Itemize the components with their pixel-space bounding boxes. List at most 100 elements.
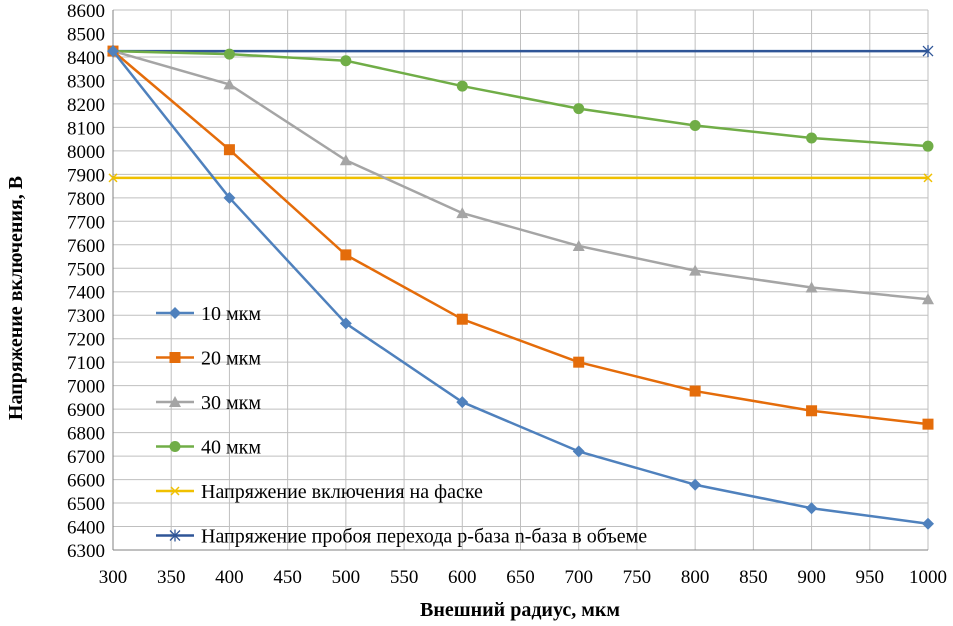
data-point	[107, 45, 119, 58]
data-point	[456, 207, 469, 219]
x-tick-label: 400	[215, 567, 244, 588]
data-point	[456, 313, 468, 325]
legend-swatch-marker	[169, 307, 181, 319]
x-tick-label: 600	[448, 567, 477, 588]
legend-item: Напряжение пробоя перехода p-база n-база…	[156, 526, 647, 548]
y-axis-title: Напряжение включения, В	[5, 176, 27, 420]
legend-label: 10 мкм	[201, 303, 261, 325]
data-point	[456, 80, 468, 92]
series-1	[107, 45, 934, 530]
y-tick-label: 6700	[67, 447, 105, 468]
data-point	[922, 140, 934, 152]
series-2	[107, 45, 934, 430]
series-line	[112, 50, 929, 525]
data-point	[572, 239, 585, 251]
series-4	[107, 45, 934, 152]
x-tick-label: 750	[623, 567, 652, 588]
x-tick-label: 700	[564, 567, 593, 588]
data-point	[689, 264, 702, 276]
data-point	[573, 356, 585, 368]
data-point	[223, 78, 236, 90]
grid-layer	[112, 9, 929, 551]
data-point	[573, 103, 585, 115]
data-point	[922, 293, 934, 305]
legend-label: 40 мкм	[201, 437, 261, 459]
series-line	[112, 50, 929, 426]
legend-item: Напряжение включения на фаске	[156, 481, 483, 503]
legend-label: Напряжение пробоя перехода p-база n-база…	[201, 526, 647, 548]
y-tick-label: 6500	[67, 494, 105, 515]
data-point	[806, 132, 818, 144]
y-tick-label: 7700	[67, 212, 105, 233]
x-tick-label: 450	[273, 567, 302, 588]
y-tick-label: 7800	[67, 189, 105, 210]
legend-item: 20 мкм	[156, 348, 261, 370]
data-point	[340, 249, 352, 261]
y-tick-label: 7300	[67, 306, 105, 327]
data-point	[922, 45, 934, 58]
x-tick-label: 1000	[909, 567, 947, 588]
data-point	[108, 173, 118, 183]
data-point	[689, 478, 702, 491]
data-point	[339, 317, 352, 330]
series-line	[112, 49, 929, 148]
x-tick-label: 950	[856, 567, 885, 588]
axis-layer	[112, 10, 928, 551]
legend-label: 30 мкм	[201, 392, 261, 414]
x-axis-title: Внешний радиус, мкм	[420, 599, 620, 621]
data-point	[923, 173, 933, 183]
legend-swatch-marker	[169, 352, 181, 363]
x-tick-label: 550	[390, 567, 419, 588]
x-tick-label: 300	[99, 567, 128, 588]
y-tick-label: 7500	[67, 259, 105, 280]
data-point	[805, 502, 818, 515]
series-line	[112, 49, 929, 301]
legend-label: Напряжение включения на фаске	[201, 481, 483, 503]
legend-swatch-marker	[169, 529, 181, 542]
x-tick-label: 350	[157, 567, 186, 588]
x-tick-label: 500	[332, 567, 361, 588]
y-tick-label: 6600	[67, 471, 105, 492]
y-tick-label: 6800	[67, 424, 105, 445]
data-point	[572, 445, 585, 458]
y-tick-label: 8000	[67, 142, 105, 163]
data-point	[806, 405, 818, 417]
x-tick-labels: 300 350 400 450 500 550 600 650 700 750 800 850 900 9…	[99, 567, 947, 588]
legend-item: 40 мкм	[156, 437, 261, 459]
legend-label: 20 мкм	[201, 348, 261, 370]
y-tick-label: 7600	[67, 236, 105, 257]
y-tick-label: 7400	[67, 283, 105, 304]
y-tick-label: 6900	[67, 400, 105, 421]
legend-swatch-marker	[170, 486, 180, 496]
y-tick-label: 8300	[67, 71, 105, 92]
series-layer	[107, 45, 934, 530]
legend-swatch-marker	[169, 396, 181, 407]
data-point	[922, 517, 934, 530]
y-tick-label: 8600	[67, 1, 105, 22]
x-tick-label: 900	[797, 567, 826, 588]
legend-item: 10 мкм	[156, 303, 261, 325]
data-point	[340, 55, 352, 67]
legend: 10 мкм 20 мкм 30 мкм 40 мкм Напряжение включ…	[156, 303, 647, 548]
data-point	[805, 281, 818, 293]
data-point	[223, 48, 235, 60]
x-tick-label: 800	[681, 567, 710, 588]
x-tick-label: 650	[506, 567, 535, 588]
data-point	[339, 154, 352, 166]
data-point	[456, 396, 469, 409]
y-tick-label: 6300	[67, 541, 105, 562]
y-tick-label: 7100	[67, 353, 105, 374]
data-point	[223, 191, 236, 204]
data-point	[223, 144, 235, 156]
y-tick-label: 7200	[67, 330, 105, 351]
y-tick-label: 8400	[67, 48, 105, 69]
y-tick-label: 7900	[67, 165, 105, 186]
y-tick-label: 6400	[67, 518, 105, 539]
x-tick-label: 850	[739, 567, 768, 588]
y-tick-label: 7000	[67, 377, 105, 398]
legend-item: 30 мкм	[156, 392, 261, 414]
series-3	[107, 45, 934, 305]
series-5	[108, 173, 933, 183]
